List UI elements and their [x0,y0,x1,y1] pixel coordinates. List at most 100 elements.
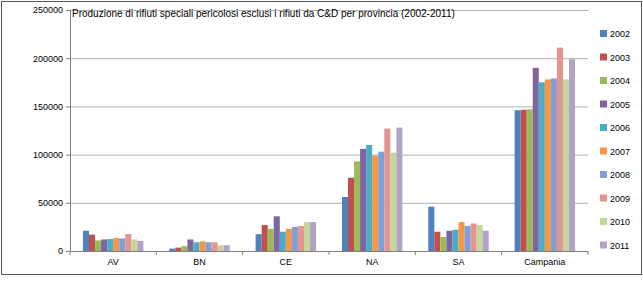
category-separator [242,251,243,255]
grid-line [70,203,588,204]
bar [224,245,230,251]
category-separator [415,251,416,255]
y-axis: 050000100000150000200000250000 [33,5,71,256]
bar [292,227,298,251]
legend-swatch [600,171,607,178]
x-tick-label: BN [193,257,206,267]
bar-series [101,68,539,251]
legend-item: 2007 [600,147,630,157]
bar [83,231,89,251]
legend-label: 2007 [610,147,630,157]
bar [471,224,477,251]
bar [360,149,366,251]
legend-item: 2005 [600,100,630,110]
legend-label: 2010 [610,217,630,227]
bar [428,207,434,251]
bar [200,241,206,251]
bar [286,229,292,251]
bar [119,238,125,251]
x-tick: SA [452,251,464,267]
y-tick-label: 200000 [33,54,63,64]
legend-label: 2004 [610,76,630,86]
x-tick: NA [366,251,379,267]
legend-swatch [600,148,607,155]
legend-label: 2006 [610,123,630,133]
bar [304,222,310,251]
legend-item: 2011 [600,241,629,251]
legend-item: 2003 [600,53,630,63]
category-separator [329,251,330,255]
bar-series [95,109,533,251]
y-tick: 200000 [33,54,70,64]
y-tick-label: 250000 [33,5,63,15]
x-tick-label: CE [280,257,293,267]
legend-swatch [600,195,607,202]
y-tick-label: 150000 [33,102,63,112]
bar [465,226,471,251]
x-tick: AV [107,251,118,267]
x-tick-label: AV [107,257,118,267]
x-tick-label: SA [452,257,464,267]
bar [551,78,557,251]
bar [483,231,489,251]
y-tick: 0 [58,246,70,256]
bar [218,245,224,251]
category-separator [156,251,157,255]
bar [101,239,107,251]
bar [113,238,119,251]
y-tick-mark [66,58,70,59]
bar [390,153,396,251]
bar [89,235,95,251]
bar [125,234,131,251]
legend-swatch [600,54,607,61]
bar [372,156,378,251]
x-axis: AVBNCENASACampania [71,251,589,267]
y-tick: 250000 [33,5,70,15]
bar [557,48,563,251]
legend-label: 2005 [610,100,630,110]
bar [298,226,304,251]
title: Produzione di rifiuti speciali pericolos… [72,8,455,19]
legend-swatch [600,242,607,249]
y-tick: 150000 [33,102,70,112]
bar [280,232,286,251]
bar [310,222,316,251]
bar-series [125,48,563,251]
bar [434,232,440,251]
category-separator [588,251,589,255]
legend-item: 2004 [600,76,630,86]
x-tick: BN [193,251,206,267]
bar [384,129,390,251]
bar [366,145,372,251]
chart: 050000100000150000200000250000AVBNCENASA… [0,0,643,281]
grid-line [70,58,588,59]
legend-swatch [600,30,607,37]
bar [187,239,193,251]
y-tick-mark [66,10,70,11]
bar [107,239,113,251]
bar [539,82,545,251]
bar [206,242,212,251]
y-tick-mark [66,251,70,252]
legend-item: 2006 [600,123,630,133]
y-tick-mark [66,155,70,156]
y-tick-label: 50000 [38,198,63,208]
bar [446,231,452,251]
bar [256,234,262,251]
legend: 2002200320042005200620072008200920102011 [600,29,630,251]
y-tick: 50000 [38,198,70,208]
legend-label: 2002 [610,29,630,39]
legend-swatch [600,77,607,84]
x-tick-label: NA [366,257,379,267]
bars [83,48,575,251]
legend-item: 2010 [600,217,630,227]
bar [440,237,446,251]
x-tick: CE [280,251,293,267]
bar-series [83,110,521,251]
bar [563,79,569,251]
bar [169,249,175,251]
y-tick-label: 0 [58,246,63,256]
bar [175,248,181,251]
y-tick-mark [66,203,70,204]
bar [521,110,527,251]
